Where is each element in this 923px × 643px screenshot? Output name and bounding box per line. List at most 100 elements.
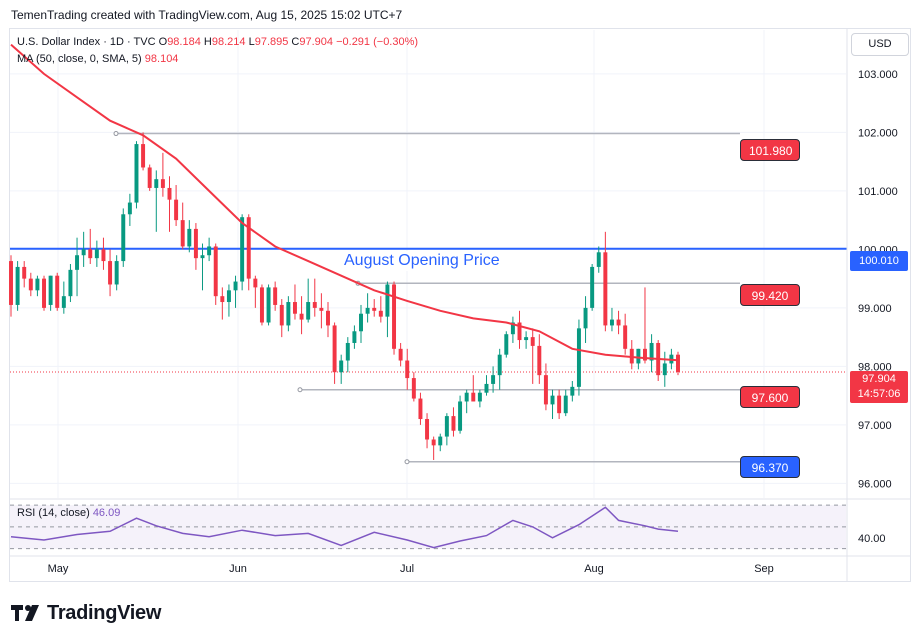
candle-body <box>405 360 410 379</box>
candle-body <box>127 202 132 215</box>
candle-body <box>319 307 324 311</box>
candle-body <box>425 419 430 440</box>
candle <box>292 284 297 320</box>
candle <box>583 296 588 343</box>
candle-body <box>240 217 245 282</box>
time-tick-label: Jun <box>229 563 247 575</box>
candle <box>15 261 20 311</box>
high-value: 98.214 <box>211 36 246 48</box>
candle-body <box>616 319 621 326</box>
candle-body <box>187 228 192 247</box>
candle <box>299 296 304 335</box>
candle <box>332 322 337 384</box>
candle-body <box>444 416 449 437</box>
ma-legend-label: MA (50, close, 0, SMA, 5) <box>17 53 142 65</box>
candle-body <box>477 392 482 402</box>
candle-body <box>279 304 284 326</box>
candle-body <box>603 252 608 326</box>
candle-body <box>550 395 555 405</box>
candle <box>75 237 80 297</box>
candle <box>273 281 278 311</box>
candle <box>35 275 40 297</box>
low-label: L <box>248 36 255 48</box>
candle-body <box>583 307 588 329</box>
candle-body <box>28 278 33 291</box>
open-label: O <box>158 36 168 48</box>
candle-body <box>484 383 489 393</box>
low-value: 97.895 <box>254 36 289 48</box>
price-tick-label: 99.000 <box>858 303 892 315</box>
candle-body <box>411 378 416 399</box>
candle-body <box>292 302 297 314</box>
candle <box>61 281 66 314</box>
candle-body <box>68 269 73 297</box>
candle-body <box>207 246 212 256</box>
currency-button[interactable]: USD <box>851 33 909 56</box>
candle <box>240 214 245 291</box>
price-tick-label: 98.000 <box>858 361 892 373</box>
candle-body <box>563 395 568 414</box>
candle-body <box>596 252 601 267</box>
candle-body <box>141 144 146 168</box>
candle-body <box>220 296 225 303</box>
level-pill-96370: 96.370 <box>740 456 800 478</box>
candle <box>530 328 535 384</box>
candle-body <box>326 310 330 326</box>
candle-body <box>180 220 185 247</box>
candle-body <box>273 287 278 305</box>
candle-body <box>636 348 641 364</box>
price-tick-label: 102.000 <box>858 127 898 139</box>
price-tick-label: 97.000 <box>858 420 892 432</box>
candle <box>134 141 139 209</box>
candle-body <box>286 302 291 326</box>
candle-body <box>200 255 205 259</box>
tradingview-logo[interactable]: TradingView <box>11 600 161 626</box>
ma-line <box>10 43 679 362</box>
candle-body <box>517 322 522 341</box>
candle-body <box>253 278 258 288</box>
candle <box>464 389 469 414</box>
candle-body <box>75 255 80 270</box>
candle-body <box>147 167 152 188</box>
candle <box>68 264 73 303</box>
candle-body <box>154 179 159 188</box>
candle-body <box>121 214 126 262</box>
candle <box>550 389 555 420</box>
candle <box>576 319 581 396</box>
candle-body <box>94 249 99 259</box>
candle-body <box>213 246 218 297</box>
time-tick-label: Aug <box>584 563 604 575</box>
candle <box>259 284 264 326</box>
candle-body <box>345 342 350 361</box>
candle-body <box>438 436 443 446</box>
close-label: C <box>291 36 300 48</box>
candle-body <box>537 345 542 376</box>
level-anchor <box>404 459 410 465</box>
candle <box>405 348 410 390</box>
candle <box>451 407 456 437</box>
candle <box>477 389 482 408</box>
candle-body <box>359 313 363 332</box>
candle <box>662 351 667 387</box>
candle <box>81 231 86 267</box>
high-label: H <box>203 36 212 48</box>
candle <box>517 310 522 349</box>
candle-body <box>246 217 251 279</box>
rsi-legend-label: RSI (14, close) <box>17 507 90 519</box>
candle <box>9 255 13 317</box>
candle-body <box>504 334 509 355</box>
candle-body <box>372 307 377 311</box>
candle-body <box>193 228 198 259</box>
candle <box>101 237 106 270</box>
candle <box>266 284 271 326</box>
rsi-legend-value: 46.09 <box>92 507 121 519</box>
candle-body <box>464 392 469 402</box>
open-value: 98.184 <box>167 36 201 48</box>
candle-body <box>642 348 647 361</box>
candle <box>471 375 476 402</box>
tradingview-logo-text: TradingView <box>47 601 162 624</box>
candle-body <box>233 281 238 291</box>
time-tick-label: Jul <box>400 563 414 575</box>
candle <box>649 334 654 373</box>
